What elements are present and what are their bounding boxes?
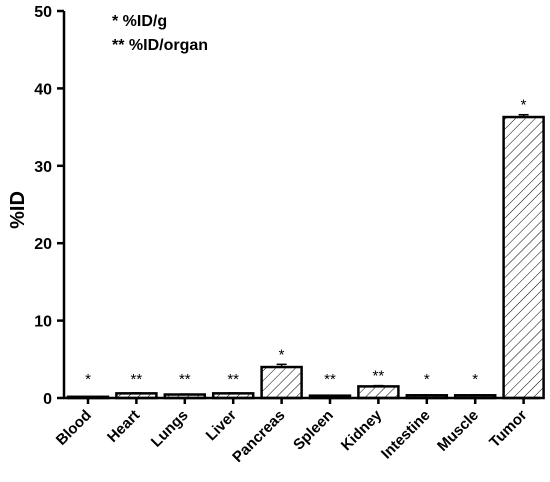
- bar-tumor: [502, 115, 545, 400]
- y-tick-label: 10: [34, 314, 52, 331]
- bar-marker: **: [324, 371, 336, 388]
- bar-marker: **: [131, 371, 143, 388]
- x-tick-label: Pancreas: [229, 407, 288, 466]
- y-tick-label: 20: [34, 236, 52, 253]
- x-tick-label: Muscle: [434, 407, 482, 455]
- x-tick-label: Kidney: [338, 406, 386, 454]
- bar-marker: **: [373, 368, 385, 385]
- legend-entry: ** %ID/organ: [112, 37, 208, 54]
- x-tick-label: Spleen: [290, 407, 337, 454]
- bar-marker: *: [279, 346, 285, 363]
- y-tick-label: 40: [34, 81, 52, 98]
- bar-marker: *: [85, 371, 91, 388]
- bar-marker: *: [521, 97, 527, 114]
- bar-marker: **: [179, 371, 191, 388]
- legend-entry: * %ID/g: [112, 13, 167, 30]
- y-axis: 0 10 20 30 40 50: [34, 4, 66, 408]
- bar-pancreas: [260, 365, 303, 400]
- bar-marker: **: [227, 371, 239, 388]
- y-tick-label: 50: [34, 4, 52, 21]
- x-tick-label: Blood: [53, 407, 95, 449]
- bar-kidney: [357, 385, 400, 400]
- x-tick-label: Tumor: [486, 407, 530, 451]
- y-tick-label: 0: [43, 391, 52, 408]
- bar-marker: *: [472, 371, 478, 388]
- x-tick-label: Heart: [104, 407, 143, 446]
- y-axis-label: %ID: [7, 191, 29, 229]
- x-tick-label: Liver: [203, 407, 240, 444]
- bars-group: * ** ** ***** ** * **: [66, 97, 545, 400]
- bar-marker: *: [424, 371, 430, 388]
- x-tick-label: Lungs: [148, 407, 192, 451]
- chart-legend: * %ID/g ** %ID/organ: [112, 13, 208, 54]
- y-tick-label: 30: [34, 159, 52, 176]
- x-tick-label: Intestine: [378, 407, 434, 463]
